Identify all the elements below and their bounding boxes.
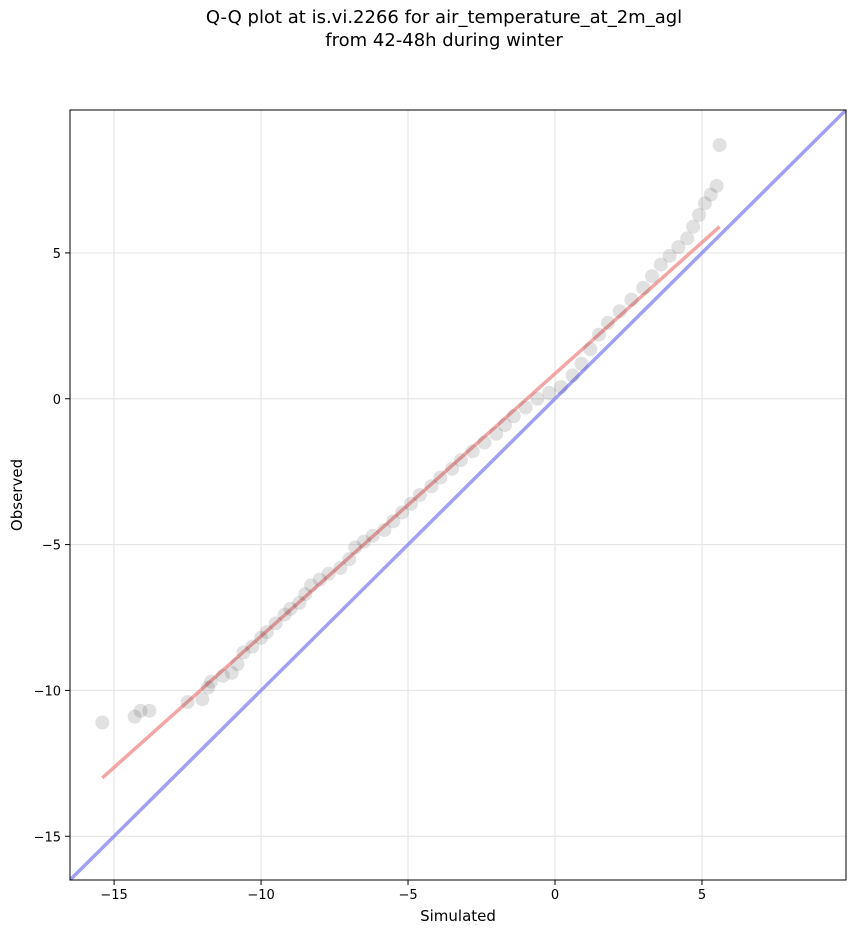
qq-point (565, 368, 580, 383)
qq-point (498, 418, 513, 432)
qq-point (697, 196, 712, 211)
qq-point (127, 709, 142, 724)
chart-title-line-2: from 42-48h during winter (325, 30, 563, 51)
qq-point (342, 552, 357, 567)
qq-point (377, 523, 392, 537)
qq-point (395, 505, 410, 520)
qq-point (553, 380, 568, 395)
qq-point (506, 409, 521, 424)
qq-point (277, 607, 292, 622)
x-tick-label: −5 (398, 888, 417, 903)
qq-point (356, 534, 371, 549)
axis-ticks: −15 −10 −5 0 5 −15 −10 −5 0 5 (34, 247, 707, 903)
qq-point (283, 601, 298, 616)
qq-point (304, 578, 319, 593)
qq-point (709, 178, 724, 193)
qq-point (403, 496, 418, 511)
qq-point (662, 248, 677, 263)
qq-point (254, 630, 269, 645)
qq-point (592, 327, 607, 342)
chart-title-line-1: Q-Q plot at is.vi.2266 for air_temperatu… (205, 7, 683, 28)
qq-point (692, 208, 707, 222)
qq-point (530, 391, 545, 406)
qq-point (292, 595, 307, 610)
qq-point (142, 703, 157, 718)
qq-point (259, 625, 274, 640)
qq-point (215, 668, 230, 683)
qq-point (712, 138, 727, 152)
plot-frame (69, 109, 847, 881)
qq-point (412, 488, 427, 502)
qq-point (268, 616, 283, 631)
qq-point (195, 692, 210, 707)
qq-point (245, 639, 260, 654)
qq-point (386, 514, 401, 529)
qq-point (453, 453, 468, 467)
y-tick-label: 0 (53, 393, 61, 408)
qq-point (542, 385, 557, 400)
chart-title: Q-Q plot at is.vi.2266 for air_temperatu… (0, 6, 854, 52)
x-tick-label: −15 (100, 888, 127, 903)
y-tick-label: −15 (34, 830, 61, 845)
qq-point (433, 470, 448, 485)
qq-point (312, 572, 327, 587)
y-tick-label: −5 (42, 539, 61, 554)
qq-point (348, 540, 363, 555)
qq-point (574, 356, 589, 371)
y-axis-label: Observed (8, 459, 26, 531)
qq-point (680, 231, 695, 246)
qq-point (518, 400, 533, 415)
qq-point (686, 219, 701, 234)
qq-point (201, 680, 216, 695)
qq-point (133, 703, 148, 718)
qq-point (180, 695, 195, 710)
x-axis-label: Simulated (420, 907, 496, 925)
qq-point (465, 444, 480, 459)
qq-point (298, 587, 313, 602)
qq-point (224, 665, 239, 680)
qq-point (653, 257, 668, 272)
x-tick-label: −10 (247, 888, 274, 903)
qq-point (477, 435, 492, 450)
qq-point (445, 461, 460, 476)
qq-point (321, 566, 336, 581)
qq-point (583, 342, 598, 357)
y-tick-label: 5 (53, 247, 61, 262)
qq-point (204, 674, 219, 689)
qq-point (489, 426, 504, 441)
qq-point (624, 292, 639, 307)
qq-point (95, 715, 110, 730)
qq-point (424, 479, 439, 494)
qq-point (703, 187, 718, 202)
y-tick-label: −10 (34, 684, 61, 699)
qq-point (600, 315, 615, 330)
x-tick-label: 0 (551, 888, 559, 903)
qq-point (230, 657, 245, 672)
x-tick-label: 5 (698, 888, 706, 903)
fit-line (101, 225, 721, 780)
qq-point (236, 645, 251, 660)
identity-line (70, 110, 846, 880)
grid-lines (70, 110, 846, 880)
qq-point (645, 269, 659, 284)
qq-point (333, 560, 348, 575)
qq-point (365, 528, 380, 543)
qq-point (671, 240, 686, 255)
qq-point (612, 304, 627, 319)
qq-point (636, 280, 651, 295)
plot-area (70, 110, 846, 880)
